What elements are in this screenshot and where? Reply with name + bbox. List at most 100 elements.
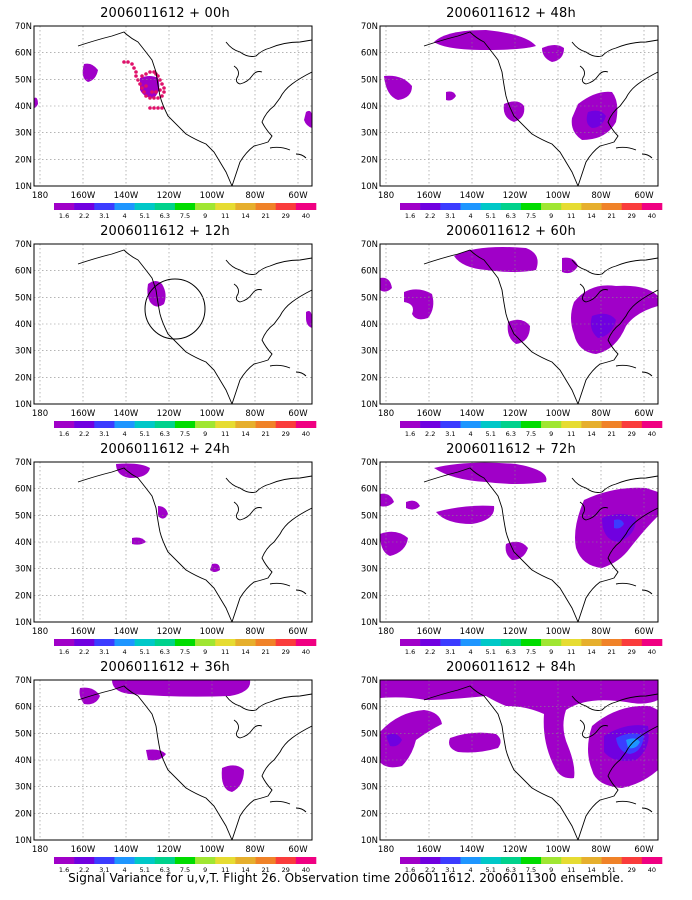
colorbar-swatch: [215, 203, 236, 210]
lon-tick-label: 120W: [157, 191, 182, 201]
colorbar-label: 1.6: [59, 430, 69, 438]
variance-shading: [116, 463, 220, 572]
variance-shading: [380, 247, 658, 354]
lat-tick-label: 20N: [361, 373, 378, 383]
colorbar-swatch: [154, 203, 176, 210]
panel-title: 2006011612 + 12h: [100, 224, 230, 239]
coastline: [225, 39, 313, 57]
lon-tick-label: 160W: [71, 627, 96, 637]
lat-tick-label: 70N: [361, 458, 378, 468]
colorbar-swatch: [440, 639, 461, 646]
observation-point: [162, 90, 166, 94]
colorbar-swatch: [195, 203, 216, 210]
lon-tick-label: 100W: [200, 409, 225, 419]
lat-tick-label: 30N: [361, 347, 378, 357]
colorbar-label: 6.3: [160, 430, 170, 438]
colorbar-label: 7.5: [526, 866, 536, 874]
panel-title: 2006011612 + 60h: [446, 224, 576, 239]
colorbar-swatch: [400, 857, 421, 864]
map-panel-72h: 2006011612 + 72h 70N 60N 50N 40N 30N 20N 10N 18…: [346, 442, 676, 658]
colorbar-swatch: [581, 857, 602, 864]
lon-tick-label: 80W: [591, 627, 611, 637]
colorbar-label: 9: [203, 866, 207, 874]
lon-tick-label: 140W: [460, 191, 485, 201]
colorbar-label: 40: [648, 430, 656, 438]
colorbar-swatch: [420, 203, 441, 210]
colorbar-swatch: [561, 203, 582, 210]
lon-tick-label: 120W: [503, 191, 528, 201]
colorbar-swatch: [400, 639, 421, 646]
lat-tick-label: 10N: [15, 618, 32, 628]
lon-tick-label: 180: [32, 627, 48, 637]
coastline: [641, 589, 653, 595]
colorbar-swatch: [255, 857, 276, 864]
map-panel-60h: 2006011612 + 60h 70N 60N 50N 40N 30N 20N 10N 18…: [346, 224, 676, 440]
colorbar-swatch: [114, 421, 135, 428]
observation-point: [152, 96, 156, 100]
colorbar-swatch: [235, 857, 256, 864]
panel-title: 2006011612 + 00h: [100, 6, 230, 21]
colorbar-swatch: [154, 857, 176, 864]
colorbar-label: 5.1: [486, 212, 496, 220]
lat-tick-label: 70N: [15, 458, 32, 468]
lat-tick-label: 40N: [361, 320, 378, 330]
colorbar-label: 21: [261, 212, 269, 220]
colorbar-label: 2.2: [425, 430, 435, 438]
lat-tick-label: 20N: [15, 591, 32, 601]
map-panel-12h: 2006011612 + 12h 70N 60N 50N 40N 30N 20N 10N 18…: [0, 224, 330, 440]
observation-point: [154, 90, 158, 94]
colorbar-swatch: [174, 857, 196, 864]
lon-tick-label: 80W: [591, 191, 611, 201]
lon-tick-label: 80W: [245, 845, 265, 855]
map-frame: [33, 243, 313, 405]
colorbar-swatch: [460, 639, 481, 646]
coastline: [231, 71, 313, 187]
lon-tick-label: 100W: [200, 845, 225, 855]
map-panel-00h: 2006011612 + 00h 70N 60N 50N 40N 30N 20N 10N 18…: [0, 6, 330, 222]
lon-tick-label: 160W: [417, 191, 442, 201]
lat-tick-label: 30N: [361, 565, 378, 575]
colorbar-swatch: [621, 639, 643, 646]
lon-tick-label: 160W: [417, 627, 442, 637]
colorbar-swatch: [134, 203, 156, 210]
colorbar-label: 11: [221, 866, 229, 874]
lon-tick-label: 80W: [591, 409, 611, 419]
lat-tick-label: 30N: [361, 783, 378, 793]
lon-tick-label: 100W: [546, 409, 571, 419]
lat-tick-label: 10N: [361, 400, 378, 410]
lon-tick-label: 100W: [200, 191, 225, 201]
coastline: [77, 249, 233, 405]
colorbar-label: 5.1: [140, 430, 150, 438]
colorbar-label: 29: [282, 430, 290, 438]
colorbar-swatch: [94, 857, 115, 864]
coastline: [295, 589, 307, 595]
lon-tick-label: 140W: [460, 409, 485, 419]
coastline: [233, 283, 263, 303]
colorbar-label: 5.1: [486, 648, 496, 656]
lon-tick-label: 60W: [288, 409, 308, 419]
colorbar-swatch: [195, 857, 216, 864]
lat-tick-label: 60N: [361, 703, 378, 713]
colorbar-label: 11: [221, 648, 229, 656]
colorbar-swatch: [601, 857, 622, 864]
lat-tick-label: 50N: [361, 293, 378, 303]
observation-point: [140, 86, 144, 90]
colorbar-swatch: [420, 421, 441, 428]
lat-tick-label: 10N: [361, 618, 378, 628]
colorbar-swatch: [54, 203, 75, 210]
lat-tick-label: 10N: [15, 400, 32, 410]
observation-point: [160, 94, 164, 98]
colorbar-swatch: [460, 203, 481, 210]
coastline: [571, 39, 659, 57]
coastline: [295, 807, 307, 813]
colorbar-label: 11: [221, 430, 229, 438]
lat-tick-label: 60N: [15, 485, 32, 495]
colorbar-label: 9: [549, 430, 553, 438]
colorbar-label: 3.1: [445, 866, 455, 874]
variance-shading: [380, 462, 658, 568]
colorbar-label: 4: [468, 866, 472, 874]
colorbar-swatch: [74, 857, 95, 864]
lon-tick-label: 140W: [460, 627, 485, 637]
lat-tick-label: 40N: [15, 756, 32, 766]
